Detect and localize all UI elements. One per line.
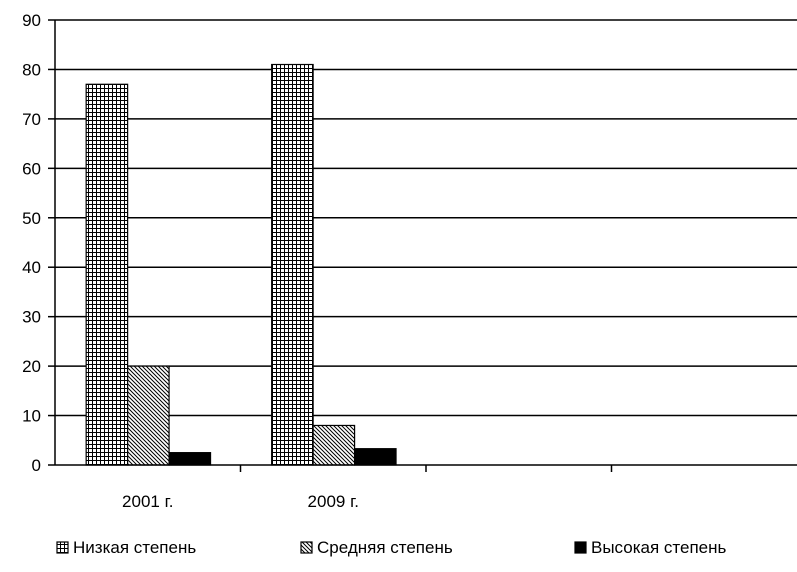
legend-label: Средняя степень (317, 538, 453, 557)
y-tick-label: 20 (22, 357, 41, 376)
bar (85, 83, 129, 466)
legend-label: Высокая степень (591, 538, 726, 557)
y-tick-label: 80 (22, 60, 41, 79)
y-tick-label: 40 (22, 258, 41, 277)
y-tick-label: 0 (32, 456, 41, 475)
y-tick-label: 70 (22, 110, 41, 129)
y-tick-label: 50 (22, 209, 41, 228)
bar (168, 452, 212, 466)
y-tick-label: 90 (22, 11, 41, 30)
y-tick-label: 60 (22, 159, 41, 178)
y-tick-label: 30 (22, 308, 41, 327)
legend-swatch (300, 541, 313, 554)
y-tick-label: 10 (22, 407, 41, 426)
x-tick-label: 2001 г. (122, 492, 173, 511)
legend: Низкая степень Средняя степень Высокая сте… (56, 538, 726, 557)
bar (271, 63, 314, 466)
legend-swatch (56, 541, 69, 554)
legend-label: Низкая степень (73, 538, 196, 557)
legend-swatch (574, 541, 587, 554)
bar (353, 448, 397, 466)
x-tick-label: 2009 г. (308, 492, 359, 511)
bar (127, 365, 170, 466)
bar (312, 424, 356, 466)
